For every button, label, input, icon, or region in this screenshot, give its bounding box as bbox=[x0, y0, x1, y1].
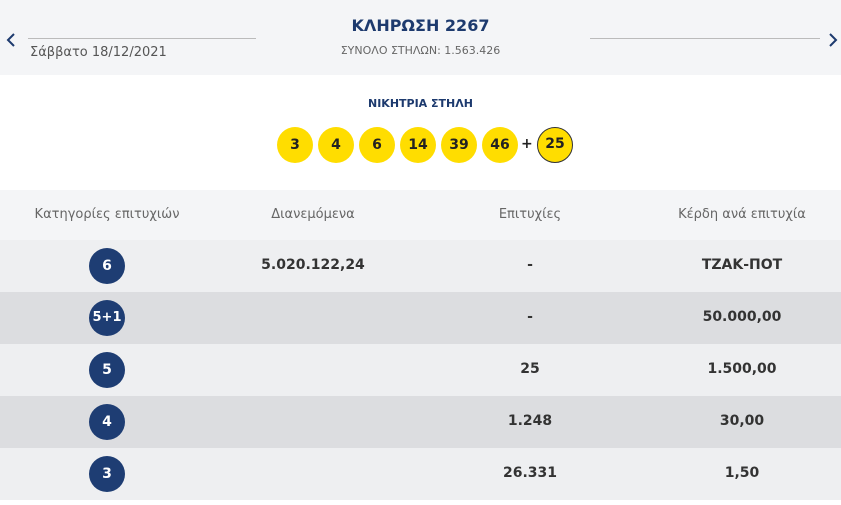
number-ball: 3 bbox=[277, 127, 313, 163]
table-cell: ΤΖΑΚ-ΠΟΤ bbox=[701, 257, 783, 273]
number-ball: 46 bbox=[482, 127, 518, 163]
category-badge: 6 bbox=[89, 248, 125, 284]
table-row bbox=[0, 344, 841, 396]
table-cell: 1,50 bbox=[724, 465, 760, 481]
table-header bbox=[0, 190, 841, 240]
prev-arrow[interactable] bbox=[4, 31, 18, 49]
winning-title: ΝΙΚΗΤΡΙΑ ΣΤΗΛΗ bbox=[368, 97, 473, 110]
number-ball: 6 bbox=[359, 127, 395, 163]
table-cell: - bbox=[527, 309, 533, 325]
table-cell: 50.000,00 bbox=[702, 309, 782, 325]
table-cell: 1.248 bbox=[507, 413, 553, 429]
number-ball: 4 bbox=[318, 127, 354, 163]
bonus-ball: 25 bbox=[537, 127, 573, 163]
table-row bbox=[0, 292, 841, 344]
column-header: Κέρδη ανά επιτυχία bbox=[678, 207, 806, 222]
table-row bbox=[0, 448, 841, 500]
header-band bbox=[0, 0, 841, 75]
divider bbox=[28, 38, 256, 39]
draw-date: Σάββατο 18/12/2021 bbox=[30, 45, 167, 60]
category-badge: 5+1 bbox=[89, 300, 125, 336]
number-ball: 39 bbox=[441, 127, 477, 163]
category-badge: 5 bbox=[89, 352, 125, 388]
column-header: Κατηγορίες επιτυχιών bbox=[34, 207, 180, 222]
plus-sign: + bbox=[521, 136, 533, 152]
category-badge: 3 bbox=[89, 456, 125, 492]
next-arrow[interactable] bbox=[826, 31, 840, 49]
table-cell: 1.500,00 bbox=[707, 361, 777, 377]
draw-title: ΚΛΗΡΩΣΗ 2267 bbox=[351, 16, 490, 35]
column-header: Επιτυχίες bbox=[498, 207, 562, 222]
table-cell: 5.020.122,24 bbox=[261, 257, 365, 273]
number-ball: 14 bbox=[400, 127, 436, 163]
table-row bbox=[0, 396, 841, 448]
category-badge: 4 bbox=[89, 404, 125, 440]
table-cell: 30,00 bbox=[719, 413, 765, 429]
divider bbox=[590, 38, 820, 39]
total-columns: ΣΥΝΟΛΟ ΣΤΗΛΩΝ: 1.563.426 bbox=[340, 44, 501, 57]
column-header: Διανεμόμενα bbox=[271, 207, 355, 222]
table-row bbox=[0, 240, 841, 292]
table-cell: 25 bbox=[520, 361, 540, 377]
table-cell: 26.331 bbox=[502, 465, 558, 481]
table-cell: - bbox=[527, 257, 533, 273]
